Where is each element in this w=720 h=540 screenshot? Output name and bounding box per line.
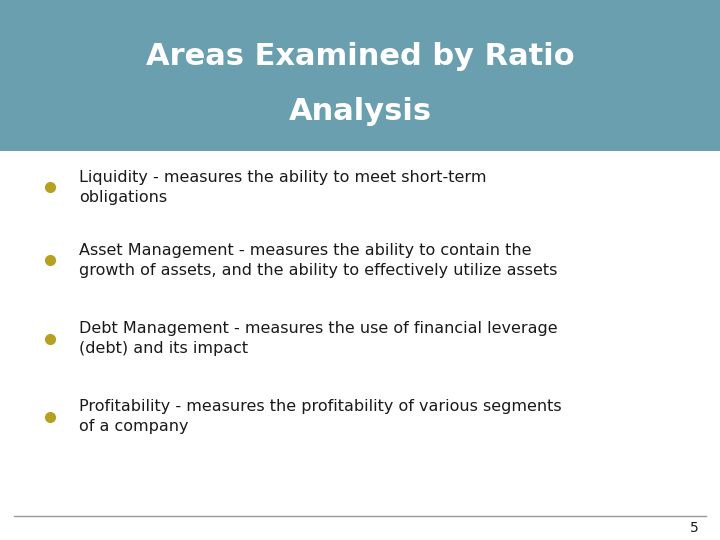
Text: Analysis: Analysis — [289, 97, 431, 126]
Text: 5: 5 — [690, 521, 698, 535]
Text: Profitability - measures the profitability of various segments
of a company: Profitability - measures the profitabili… — [79, 400, 562, 434]
Text: Liquidity - measures the ability to meet short-term
obligations: Liquidity - measures the ability to meet… — [79, 170, 487, 205]
Text: Asset Management - measures the ability to contain the
growth of assets, and the: Asset Management - measures the ability … — [79, 243, 557, 278]
FancyBboxPatch shape — [0, 0, 720, 151]
Text: Areas Examined by Ratio: Areas Examined by Ratio — [145, 42, 575, 71]
Text: Debt Management - measures the use of financial leverage
(debt) and its impact: Debt Management - measures the use of fi… — [79, 321, 558, 356]
